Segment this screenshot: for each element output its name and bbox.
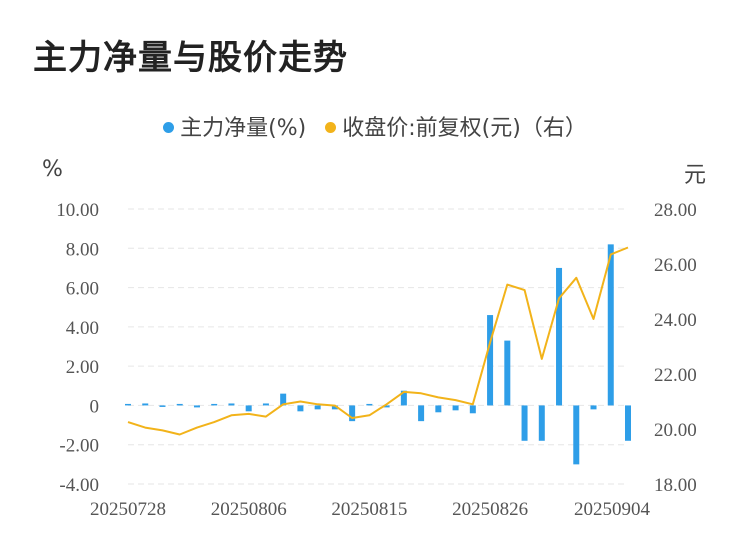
left-tick-label: 2.00: [66, 357, 99, 378]
right-axis-ticks: 18.00 20.00 22.00 24.00 26.00 28.00: [654, 200, 697, 496]
net-volume-bar: [349, 405, 356, 422]
left-tick-label: -4.00: [59, 475, 99, 496]
net-volume-bar: [573, 405, 580, 465]
right-axis-unit: 元: [684, 163, 707, 188]
right-tick-label: 20.00: [654, 420, 697, 441]
x-tick-label: 20250815: [331, 499, 407, 520]
x-tick-label: 20250806: [211, 499, 287, 520]
right-tick-label: 18.00: [654, 475, 697, 496]
x-tick-label: 20250904: [574, 499, 651, 520]
net-volume-bar: [228, 403, 235, 406]
net-volume-bar: [469, 405, 476, 414]
net-volume-bar: [452, 405, 459, 411]
right-tick-label: 28.00: [654, 200, 697, 221]
net-volume-bar: [418, 405, 425, 422]
x-tick-label: 20250826: [452, 499, 528, 520]
chart-legend: 主力净量(%) 收盘价:前复权(元)（右）: [0, 110, 750, 142]
net-volume-bar: [487, 315, 494, 406]
left-tick-label: 6.00: [66, 279, 99, 300]
net-volume-bars: [125, 244, 631, 465]
net-volume-bar: [314, 405, 321, 410]
net-volume-bar: [504, 340, 511, 406]
chart-title: 主力净量与股价走势: [33, 38, 348, 78]
net-volume-bar: [142, 403, 149, 406]
net-volume-bar: [176, 403, 183, 406]
legend-dot-close-price: [325, 122, 337, 133]
net-volume-bar: [262, 403, 269, 406]
x-tick-label: 20250728: [90, 499, 166, 520]
legend-item-net-volume[interactable]: 主力净量(%): [163, 110, 306, 142]
left-tick-label: 8.00: [66, 239, 99, 260]
left-tick-label: 4.00: [66, 318, 99, 339]
left-tick-label: 10.00: [56, 200, 99, 221]
net-volume-bar: [297, 405, 304, 412]
right-tick-label: 24.00: [654, 310, 697, 331]
net-volume-bar: [556, 267, 563, 406]
legend-label-net-volume: 主力净量(%): [180, 116, 307, 141]
net-volume-bar: [625, 405, 631, 441]
net-volume-bar: [245, 405, 252, 412]
left-tick-label: -2.00: [59, 436, 99, 457]
right-tick-label: 26.00: [654, 255, 697, 276]
left-axis-ticks: -4.00 -2.00 0 2.00 4.00 6.00 8.00 10.00: [56, 200, 99, 496]
net-volume-bar: [607, 244, 614, 406]
net-volume-bar: [211, 403, 218, 406]
right-tick-label: 22.00: [654, 365, 697, 386]
net-volume-bar: [521, 405, 528, 441]
net-volume-bar: [159, 405, 166, 407]
grid-lines: [128, 208, 628, 485]
legend-dot-net-volume: [163, 122, 175, 133]
net-volume-bar: [331, 405, 338, 410]
net-volume-bar: [280, 393, 287, 406]
left-tick-label: 0: [90, 396, 100, 417]
net-volume-bar: [400, 390, 407, 406]
legend-item-close-price[interactable]: 收盘价:前复权(元)（右）: [325, 110, 587, 142]
net-volume-bar: [435, 405, 442, 413]
x-axis-ticks: 20250728 20250806 20250815 20250826 20250904: [90, 499, 651, 520]
legend-label-close-price: 收盘价:前复权(元)（右）: [342, 116, 587, 141]
net-volume-bar: [538, 405, 545, 441]
net-volume-bar: [590, 405, 597, 410]
net-volume-bar: [193, 405, 200, 408]
left-axis-unit: %: [42, 157, 63, 182]
close-price-line: [127, 246, 629, 436]
net-volume-bar: [125, 403, 131, 406]
close-price-series-line: [127, 246, 629, 436]
net-volume-bar: [366, 403, 373, 406]
net-volume-bar: [383, 405, 390, 408]
